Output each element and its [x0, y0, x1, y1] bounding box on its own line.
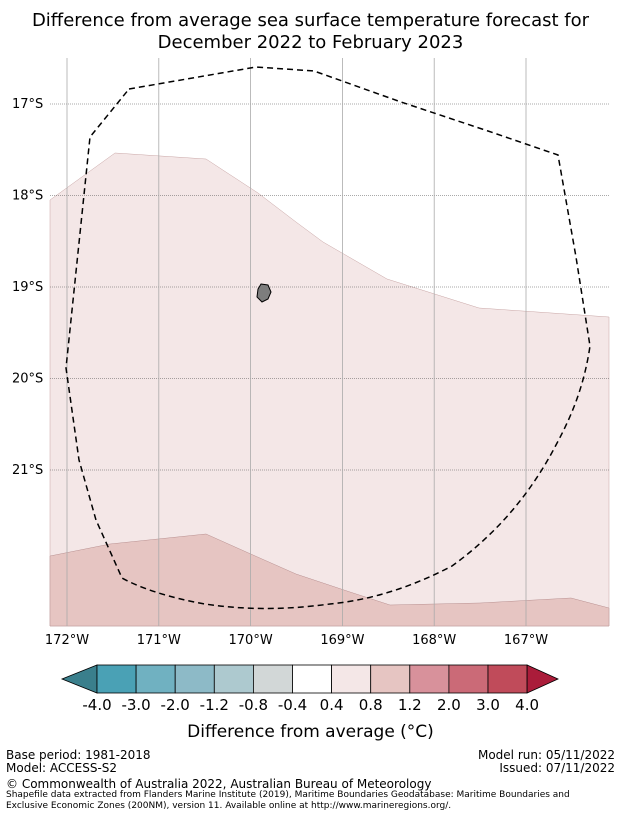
lon-tick-label: 171°W: [137, 633, 181, 648]
colorbar-segment: [448, 664, 489, 694]
colorbar-segment: [213, 664, 254, 694]
longitude-tick-labels: 172°W 171°W 170°W 169°W 168°W 167°W: [45, 633, 548, 648]
lon-tick-label: 172°W: [45, 633, 89, 648]
colorbar-segment: [292, 664, 332, 694]
shapefile-line-2: Exclusive Economic Zones (200NM), versio…: [6, 801, 452, 811]
colorbar-label: 4.0: [515, 696, 539, 714]
colorbar-segment: [487, 664, 528, 694]
colorbar-arrow-right: [526, 664, 559, 694]
island-shape: [256, 283, 272, 303]
lat-tick-label: 21°S: [12, 463, 43, 478]
colorbar-label: -1.2: [200, 696, 229, 714]
map-plot-area: [49, 58, 610, 627]
issued-text: Issued: 07/11/2022: [499, 761, 615, 775]
map-title: Difference from average sea surface temp…: [0, 10, 621, 54]
eez-boundary: [65, 66, 591, 610]
colorbar-label: 0.4: [320, 696, 344, 714]
colorbar-label: -0.4: [278, 696, 307, 714]
title-line-2: December 2022 to February 2023: [157, 32, 464, 53]
colorbar-label: -4.0: [82, 696, 111, 714]
colorbar-segment: [331, 664, 372, 694]
latitude-tick-labels: 17°S 18°S 19°S 20°S 21°S: [12, 97, 43, 478]
colorbar-segment: [409, 664, 450, 694]
lat-tick-label: 19°S: [12, 280, 43, 295]
shapefile-attribution: Shapefile data extracted from Flanders M…: [6, 790, 616, 812]
model-text: Model: ACCESS-S2: [6, 761, 118, 775]
colorbar-label: 3.0: [476, 696, 500, 714]
title-line-1: Difference from average sea surface temp…: [31, 10, 590, 31]
colorbar-arrow-left: [60, 664, 98, 694]
colorbar-segment: [252, 664, 293, 694]
model-run-text: Model run: 05/11/2022: [477, 748, 615, 762]
longitude-gridlines: [66, 58, 527, 626]
lon-tick-label: 168°W: [412, 633, 456, 648]
colorbar-segment: [370, 664, 411, 694]
lat-tick-label: 17°S: [12, 97, 43, 112]
colorbar-label: 0.8: [359, 696, 383, 714]
colorbar-title: Difference from average (°C): [187, 722, 434, 742]
copyright-text: © Commonwealth of Australia 2022, Austra…: [6, 777, 432, 791]
colorbar-tick-labels: -4.0 -3.0 -2.0 -1.2 -0.8 -0.4 0.4 0.8 1.2 2.0 3.0 4…: [82, 696, 539, 714]
colorbar-segment: [96, 664, 137, 694]
lon-tick-label: 169°W: [320, 633, 364, 648]
colorbar-label: -2.0: [161, 696, 190, 714]
lat-tick-label: 18°S: [12, 189, 43, 204]
base-period-text: Base period: 1981-2018: [6, 748, 151, 762]
anomaly-region-medium: [49, 533, 610, 627]
colorbar-segment: [135, 664, 176, 694]
colorbar-segment: [174, 664, 215, 694]
colorbar-label: 1.2: [398, 696, 422, 714]
colorbar: [60, 664, 559, 694]
colorbar-label: -0.8: [239, 696, 268, 714]
lon-tick-label: 167°W: [504, 633, 548, 648]
lon-tick-label: 170°W: [229, 633, 273, 648]
colorbar-label: 2.0: [437, 696, 461, 714]
shapefile-line-1: Shapefile data extracted from Flanders M…: [6, 790, 570, 800]
lat-tick-label: 20°S: [12, 372, 43, 387]
colorbar-label: -3.0: [121, 696, 150, 714]
